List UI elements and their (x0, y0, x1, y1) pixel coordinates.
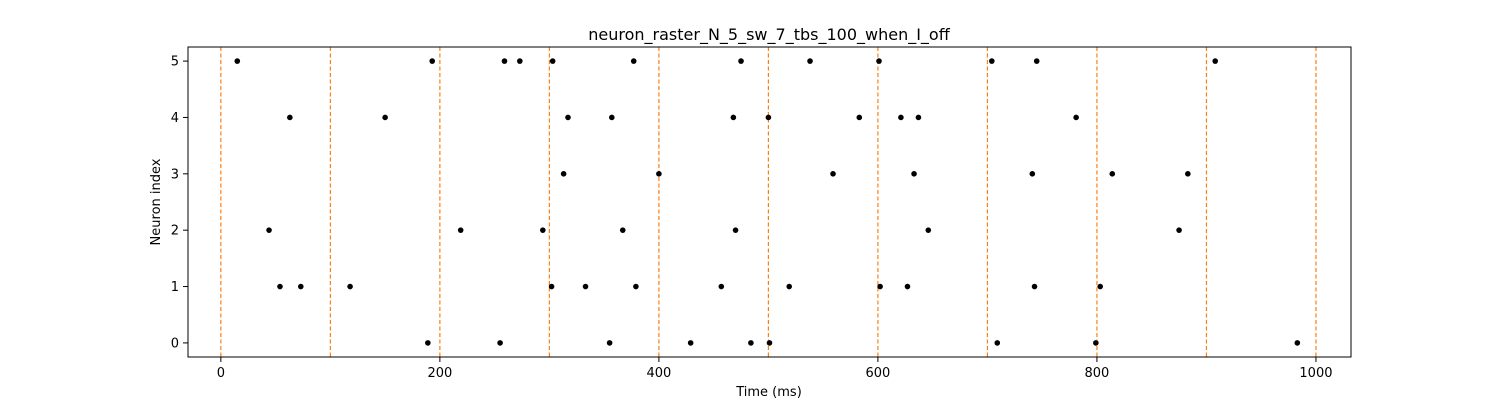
spike-marker (266, 227, 272, 233)
spike-marker (904, 283, 911, 290)
x-tick-label: 600 (866, 366, 891, 381)
spike-marker (234, 58, 241, 64)
spike-marker (1093, 340, 1099, 346)
y-tick-label: 2 (171, 224, 179, 239)
spike-marker (1109, 171, 1116, 177)
spike-marker (786, 283, 793, 290)
spike-marker (565, 114, 571, 121)
spike-marker (1097, 283, 1104, 290)
spike-marker (297, 283, 304, 290)
spike-marker (1029, 171, 1036, 177)
spike-marker (382, 114, 388, 121)
spike-marker (287, 114, 293, 121)
spike-marker (766, 340, 773, 346)
spike-marker (517, 58, 523, 64)
spike-marker (1212, 58, 1219, 64)
spike-marker (877, 283, 883, 290)
x-tick-label: 400 (646, 366, 671, 381)
spike-marker (989, 58, 995, 64)
spike-marker (994, 340, 1001, 346)
y-tick-label: 5 (171, 55, 179, 70)
spike-marker (1031, 283, 1038, 290)
spike-marker (876, 58, 882, 64)
spike-marker (1033, 58, 1040, 64)
spike-marker (549, 58, 556, 64)
spike-marker (807, 58, 813, 64)
spike-marker (1176, 227, 1182, 233)
y-tick-label: 3 (171, 167, 179, 182)
spike-marker (732, 227, 739, 233)
y-tick-label: 4 (171, 111, 179, 126)
spike-marker (856, 114, 863, 121)
spike-marker (609, 114, 615, 121)
x-tick-label: 200 (427, 366, 452, 381)
x-tick-label: 1000 (1299, 366, 1332, 381)
x-tick-label: 0 (217, 366, 225, 381)
spike-marker (501, 58, 508, 64)
spike-marker (633, 283, 639, 290)
spike-marker (748, 340, 754, 346)
spike-marker (687, 340, 694, 346)
spike-marker (630, 58, 637, 64)
x-axis-label: Time (ms) (735, 385, 802, 400)
y-tick-label: 0 (171, 336, 179, 351)
plot-area: 0 200 400 600 800 1000 0 1 2 3 4 5 (171, 46, 1352, 381)
spike-marker (915, 114, 922, 121)
spike-marker (582, 283, 589, 290)
spike-marker (718, 283, 725, 290)
spike-marker (1294, 340, 1301, 346)
spike-marker (830, 171, 836, 177)
spike-marker (898, 114, 904, 121)
spike-marker (911, 171, 917, 177)
chart-title: neuron_raster_N_5_sw_7_tbs_100_when_I_of… (588, 25, 950, 45)
spike-marker (457, 227, 464, 233)
spike-marker (560, 171, 567, 177)
spike-marker (1185, 171, 1191, 177)
spike-marker (619, 227, 626, 233)
spike-marker (548, 283, 555, 290)
spike-marker (606, 340, 613, 346)
spike-marker (738, 58, 744, 64)
spike-marker (656, 171, 662, 177)
x-tick-label: 800 (1085, 366, 1110, 381)
spike-marker (429, 58, 436, 64)
spike-marker (765, 114, 772, 121)
spike-marker (1073, 114, 1079, 121)
y-tick-label: 1 (171, 280, 179, 295)
spike-marker (925, 227, 932, 233)
spike-marker (277, 283, 283, 290)
spike-marker (425, 340, 431, 346)
spike-marker (497, 340, 503, 346)
spike-marker (730, 114, 737, 121)
spike-marker (347, 283, 353, 290)
plot-frame (187, 46, 1352, 358)
spike-marker (540, 227, 546, 233)
y-axis-label: Neuron index (149, 158, 164, 245)
